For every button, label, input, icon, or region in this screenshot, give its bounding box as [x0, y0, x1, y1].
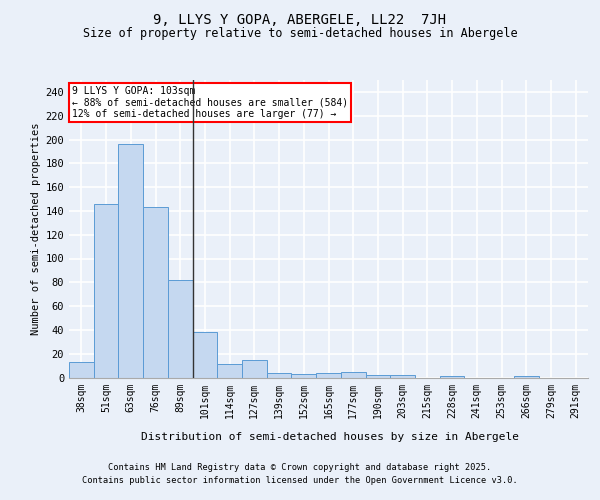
Bar — [390, 375, 415, 378]
Bar — [514, 376, 539, 378]
Bar — [292, 374, 316, 378]
Bar — [316, 372, 341, 378]
Bar — [143, 208, 168, 378]
Bar — [69, 362, 94, 378]
Text: 9, LLYS Y GOPA, ABERGELE, LL22  7JH: 9, LLYS Y GOPA, ABERGELE, LL22 7JH — [154, 12, 446, 26]
Bar — [440, 376, 464, 378]
Text: 9 LLYS Y GOPA: 103sqm
← 88% of semi-detached houses are smaller (584)
12% of sem: 9 LLYS Y GOPA: 103sqm ← 88% of semi-deta… — [71, 86, 348, 119]
Bar — [267, 372, 292, 378]
Text: Contains HM Land Registry data © Crown copyright and database right 2025.: Contains HM Land Registry data © Crown c… — [109, 462, 491, 471]
Text: Size of property relative to semi-detached houses in Abergele: Size of property relative to semi-detach… — [83, 28, 517, 40]
Bar — [118, 144, 143, 378]
Bar — [168, 280, 193, 378]
Text: Contains public sector information licensed under the Open Government Licence v3: Contains public sector information licen… — [82, 476, 518, 485]
Bar — [365, 375, 390, 378]
Bar — [193, 332, 217, 378]
Bar — [94, 204, 118, 378]
Bar — [242, 360, 267, 378]
Bar — [217, 364, 242, 378]
Y-axis label: Number of semi-detached properties: Number of semi-detached properties — [31, 122, 41, 335]
Bar — [341, 372, 365, 378]
Text: Distribution of semi-detached houses by size in Abergele: Distribution of semi-detached houses by … — [141, 432, 519, 442]
